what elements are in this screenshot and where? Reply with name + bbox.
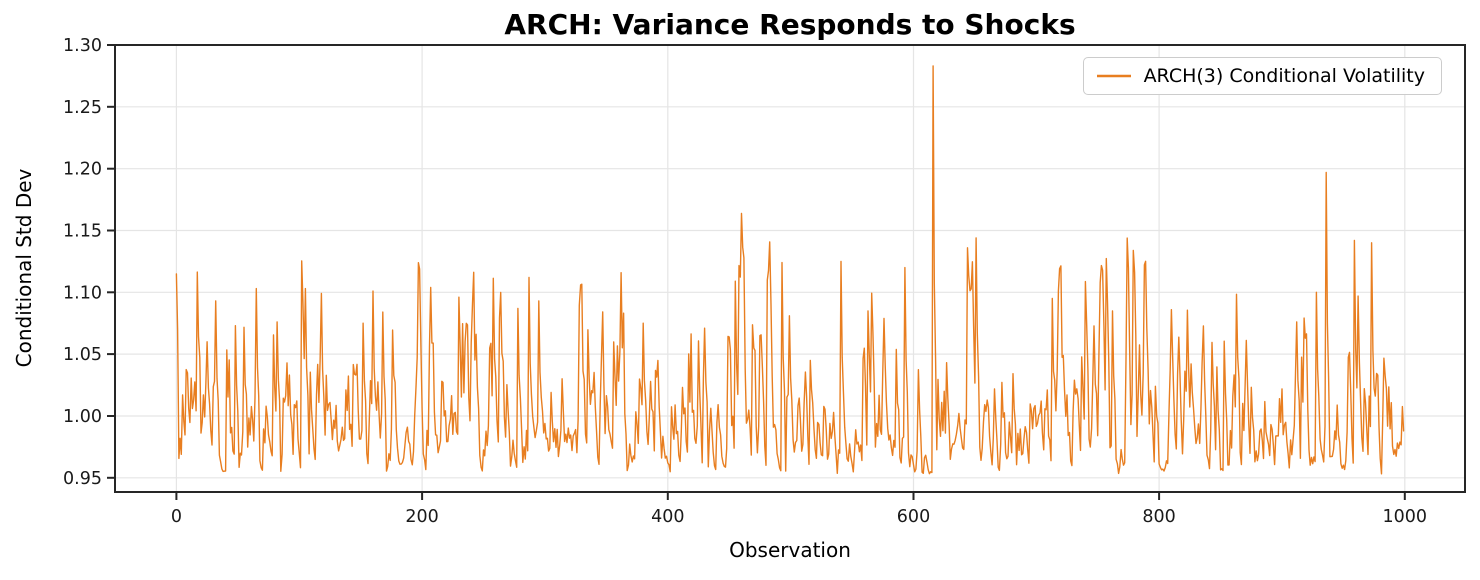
legend: ARCH(3) Conditional Volatility bbox=[1082, 57, 1442, 95]
x-tick-label: 200 bbox=[405, 507, 438, 527]
y-tick-label: 1.15 bbox=[63, 222, 102, 242]
series-line bbox=[175, 65, 1405, 475]
legend-label: ARCH(3) Conditional Volatility bbox=[1143, 65, 1425, 87]
x-tick-label: 1000 bbox=[1383, 507, 1428, 527]
x-axis-label: Observation bbox=[729, 538, 851, 562]
y-tick-label: 1.00 bbox=[63, 407, 102, 427]
y-tick-label: 1.05 bbox=[63, 345, 102, 365]
legend-line-swatch bbox=[1096, 74, 1131, 78]
x-tick-label: 600 bbox=[897, 507, 930, 527]
axes-spines bbox=[114, 44, 1466, 493]
y-tick-label: 0.95 bbox=[63, 469, 102, 489]
chart-title: ARCH: Variance Responds to Shocks bbox=[504, 8, 1076, 41]
x-tick-label: 0 bbox=[171, 507, 182, 527]
y-tick-label: 1.30 bbox=[63, 36, 102, 56]
y-tick-label: 1.25 bbox=[63, 98, 102, 118]
x-tick-label: 400 bbox=[651, 507, 684, 527]
y-tick-label: 1.10 bbox=[63, 283, 102, 303]
y-tick-label: 1.20 bbox=[63, 160, 102, 180]
x-tick-label: 800 bbox=[1142, 507, 1175, 527]
